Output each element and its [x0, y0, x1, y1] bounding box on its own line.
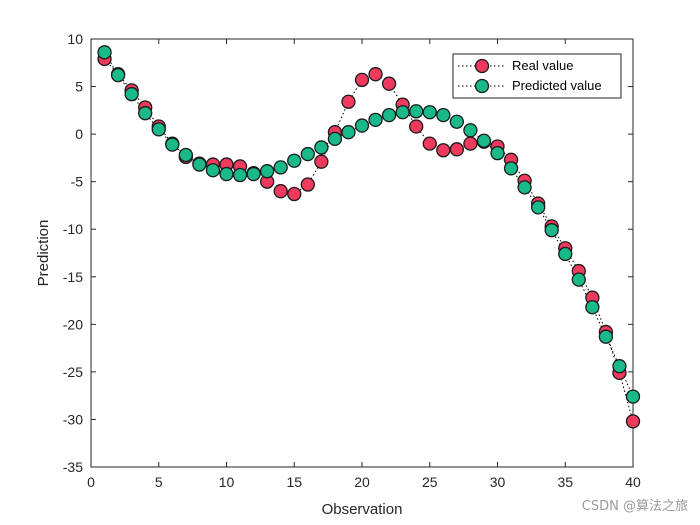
data-point-1	[110, 67, 126, 83]
legend-marker-real	[474, 58, 490, 74]
data-point-1	[151, 122, 166, 137]
plot-area	[90, 38, 634, 468]
x-tick-label: 10	[219, 474, 235, 490]
data-point-1	[585, 300, 600, 315]
y-tick-label: 10	[67, 31, 83, 47]
data-point-1	[612, 359, 627, 374]
data-point-1	[395, 105, 410, 120]
legend-marker-predicted	[474, 78, 490, 94]
data-point-1	[449, 114, 465, 129]
x-tick-label: 30	[490, 474, 506, 490]
x-tick-label: 40	[625, 474, 641, 490]
y-tick-label: -30	[63, 411, 83, 427]
data-point-1	[259, 164, 275, 179]
x-tick-label: 35	[557, 474, 573, 490]
series-layer	[97, 45, 641, 429]
data-point-0	[354, 72, 370, 88]
legend-label-real: Real value	[512, 58, 573, 73]
data-point-0	[273, 184, 288, 199]
axis-ticks: 0 5 10 15 20 25 30 35 40 10 5 0 -5 -10 -15 -20 -25 -30 -35	[63, 31, 641, 490]
y-tick-label: -5	[71, 174, 84, 190]
legend-label-predicted: Predicted value	[512, 78, 602, 93]
x-axis-label: Observation	[322, 501, 403, 518]
data-point-0	[436, 143, 451, 158]
data-point-1	[625, 389, 641, 404]
data-point-1	[205, 163, 221, 178]
x-tick-label: 0	[87, 474, 95, 490]
data-point-1	[503, 161, 519, 176]
series-line-1	[104, 52, 634, 397]
data-point-0	[314, 154, 329, 169]
watermark: CSDN @算法之旅	[582, 499, 688, 514]
data-point-1	[368, 112, 383, 127]
x-tick-label: 15	[286, 474, 302, 490]
y-tick-label: -15	[63, 269, 83, 285]
data-point-0	[463, 136, 478, 151]
data-point-1	[598, 329, 614, 344]
y-tick-label: -35	[63, 459, 83, 475]
data-point-1	[273, 160, 288, 175]
legend: Real value Predicted value	[452, 53, 622, 99]
data-point-1	[219, 166, 234, 182]
data-point-1	[246, 166, 261, 182]
data-point-1	[314, 140, 329, 155]
data-point-1	[476, 133, 492, 148]
data-point-1	[178, 147, 194, 163]
data-point-1	[490, 145, 505, 161]
data-point-1	[354, 118, 370, 133]
data-point-1	[165, 137, 180, 152]
data-point-0	[300, 177, 315, 192]
data-point-1	[138, 106, 153, 121]
data-point-1	[436, 107, 451, 123]
data-point-1	[531, 200, 546, 215]
x-tick-label: 25	[422, 474, 438, 490]
data-point-1	[558, 246, 573, 262]
data-point-1	[124, 87, 139, 102]
data-point-0	[381, 76, 397, 91]
x-tick-label: 5	[155, 474, 163, 490]
data-point-1	[517, 180, 532, 195]
data-point-0	[449, 142, 465, 157]
data-point-1	[97, 45, 112, 60]
data-point-0	[409, 119, 424, 134]
data-point-1	[192, 157, 207, 172]
data-point-1	[341, 125, 356, 140]
data-point-0	[368, 67, 383, 82]
data-point-1	[544, 223, 559, 238]
data-point-1	[300, 146, 315, 162]
y-tick-label: -20	[63, 316, 83, 332]
data-point-0	[287, 186, 302, 202]
data-point-1	[409, 104, 424, 119]
data-point-1	[287, 153, 302, 168]
data-point-1	[571, 272, 586, 287]
data-point-1	[463, 123, 478, 138]
y-axis-label: Prediction	[35, 220, 52, 287]
y-tick-label: 0	[75, 126, 83, 142]
data-point-1	[232, 167, 248, 183]
data-point-0	[341, 94, 356, 109]
y-tick-label: 5	[75, 79, 83, 95]
y-tick-label: -25	[63, 364, 83, 380]
x-tick-label: 20	[354, 474, 370, 490]
data-point-1	[422, 105, 437, 120]
data-point-0	[625, 414, 641, 429]
data-point-1	[381, 107, 397, 123]
y-tick-label: -10	[63, 221, 83, 237]
data-point-0	[422, 136, 437, 151]
data-point-1	[327, 131, 343, 147]
